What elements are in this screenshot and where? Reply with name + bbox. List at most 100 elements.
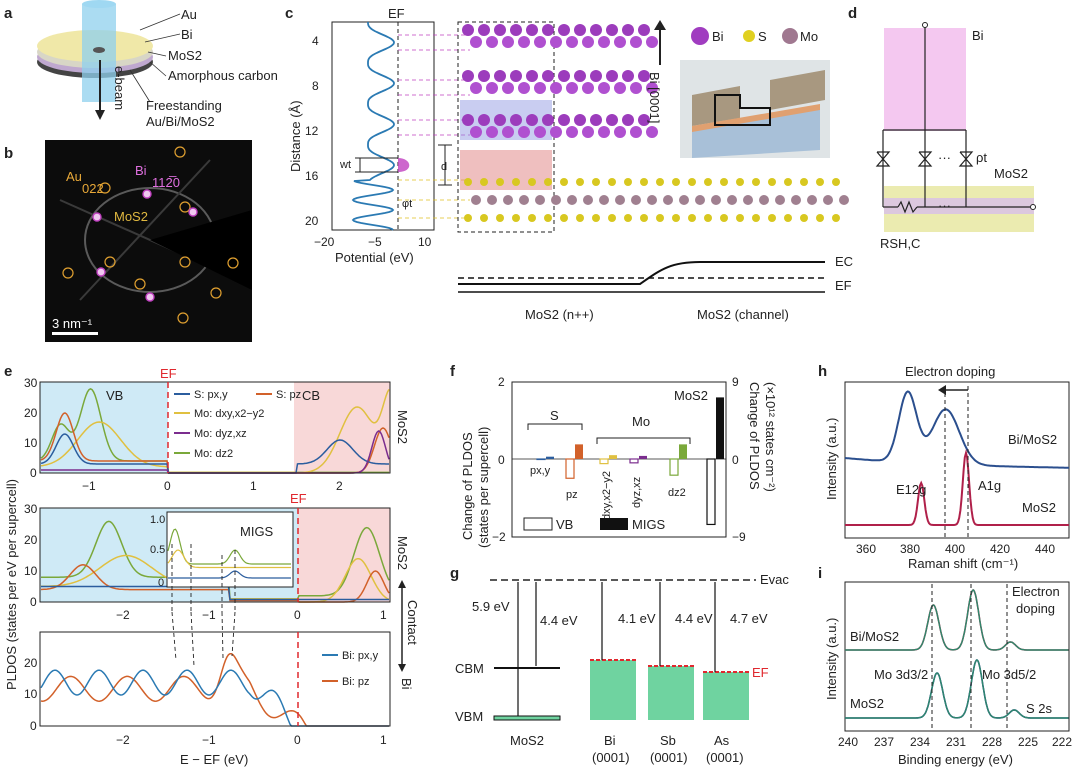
- panel-c-label: c: [285, 5, 293, 22]
- metal-bar: [703, 672, 749, 720]
- e-xtick: 0: [294, 608, 301, 622]
- s-atom: [576, 214, 584, 222]
- h-series-bimos2: Bi/MoS2: [1008, 432, 1057, 447]
- mo-atom: [487, 195, 497, 205]
- h-frame: [844, 381, 1070, 539]
- s-atom: [672, 178, 680, 186]
- supercell-box: [457, 21, 555, 233]
- s-atom: [736, 214, 744, 222]
- e-side-mos2-mid: MoS2: [395, 536, 410, 570]
- bi-atom: [462, 70, 474, 82]
- s-atom: [512, 214, 520, 222]
- e-ef-mid: EF: [290, 491, 307, 506]
- bi-atom: [550, 82, 562, 94]
- panel-b: b Au 022 Bi 112̅0 MoS2 3 nm⁻¹: [4, 140, 252, 342]
- s-atom: [720, 214, 728, 222]
- c-ytick: 8: [312, 79, 319, 93]
- e-ytick: 20: [24, 656, 38, 670]
- f-y2tick: 9: [732, 375, 739, 389]
- bi-atom: [518, 36, 530, 48]
- d-dots-2: ···: [938, 198, 951, 213]
- s-atom: [544, 214, 552, 222]
- bi-atom: [470, 82, 482, 94]
- g-ef-label: EF: [752, 665, 769, 680]
- f-mos2-label: MoS2: [674, 388, 708, 403]
- i-mo52: Mo 3d5/2: [982, 667, 1036, 682]
- scale-bar-label: 3 nm⁻¹: [52, 316, 93, 331]
- s-atom: [784, 214, 792, 222]
- s-atom: [560, 178, 568, 186]
- panel-f-label: f: [450, 363, 456, 380]
- legend-mo: Mo: [800, 29, 818, 44]
- bi-atom: [574, 70, 586, 82]
- f-legend-migs-swatch: [600, 518, 628, 530]
- c-xtick: −20: [314, 235, 335, 249]
- vb-bar: [565, 458, 575, 479]
- c-ytick: 4: [312, 34, 319, 48]
- i-series-bimos2: Bi/MoS2: [850, 629, 899, 644]
- migs-bar: [716, 397, 724, 459]
- s-atom: [768, 178, 776, 186]
- s-atom: [464, 178, 472, 186]
- d-mos2-label: MoS2: [994, 166, 1028, 181]
- c-ytick: 16: [305, 169, 319, 183]
- bi-atom: [478, 24, 490, 36]
- bi-atom: [502, 82, 514, 94]
- bi-spot-label: Bi: [135, 163, 147, 178]
- c-ylabel: Distance (Å): [288, 100, 303, 172]
- f-cat: dz2: [668, 487, 686, 499]
- legend-s-pxy: S: px,y: [194, 389, 228, 401]
- bi-atom: [566, 36, 578, 48]
- raman-mos2-curve: [845, 449, 1069, 526]
- s-atom: [496, 214, 504, 222]
- bi-atom: [598, 82, 610, 94]
- s-atom: [528, 214, 536, 222]
- e-xtick: 1: [380, 733, 387, 747]
- e-legend-bottom: Bi: px,y Bi: pz: [322, 650, 379, 688]
- mo-atom: [519, 195, 529, 205]
- bi-atom: [558, 24, 570, 36]
- panel-b-label: b: [4, 145, 13, 162]
- i-s2s: S 2s: [1026, 701, 1053, 716]
- metal-bar: [590, 660, 636, 720]
- i-xtick: 231: [946, 735, 966, 749]
- freestanding-label: Freestanding: [146, 98, 222, 113]
- mo-atom: [695, 195, 705, 205]
- s-atom: [640, 214, 648, 222]
- vb-bar: [536, 458, 546, 461]
- bi-index-label: 112̅0: [152, 175, 180, 190]
- legend-mo-dz2: Mo: dz2: [194, 448, 233, 460]
- h-title: Electron doping: [905, 364, 995, 379]
- bi-atom: [614, 126, 626, 138]
- bi-atom: [478, 114, 490, 126]
- bi-atom: [526, 114, 538, 126]
- f-ytick: 2: [498, 375, 505, 389]
- c-xtick: 10: [418, 235, 432, 249]
- bi-atom: [542, 70, 554, 82]
- e-xtick: −1: [202, 608, 216, 622]
- f-cat: px,y: [530, 465, 551, 477]
- e-ytick: 30: [24, 502, 38, 516]
- s-atom: [608, 214, 616, 222]
- bi-atom: [598, 126, 610, 138]
- s-atom: [688, 178, 696, 186]
- s-atom: [480, 214, 488, 222]
- f-ylabel-2: (states per supercell): [476, 427, 491, 548]
- i-note-2: doping: [1016, 601, 1055, 616]
- ef-label: EF: [835, 278, 852, 293]
- mo-atom: [727, 195, 737, 205]
- xps-bimos2-fit: [845, 589, 1069, 651]
- bi-atom: [606, 70, 618, 82]
- f-ytick: 0: [498, 453, 505, 467]
- s-atom: [832, 178, 840, 186]
- rsh-label: RSH,C: [880, 236, 920, 251]
- bi-atom: [542, 114, 554, 126]
- inset-ytick: 0: [158, 577, 164, 589]
- bi-atom: [622, 24, 634, 36]
- raman-bimos2-curve: [844, 390, 1069, 469]
- vbm-bar: [493, 715, 561, 721]
- e-ytick: 0: [30, 719, 37, 733]
- h-xlabel: Raman shift (cm⁻¹): [908, 556, 1018, 571]
- c-ytick: 12: [305, 124, 319, 138]
- e-ytick: 0: [30, 595, 37, 609]
